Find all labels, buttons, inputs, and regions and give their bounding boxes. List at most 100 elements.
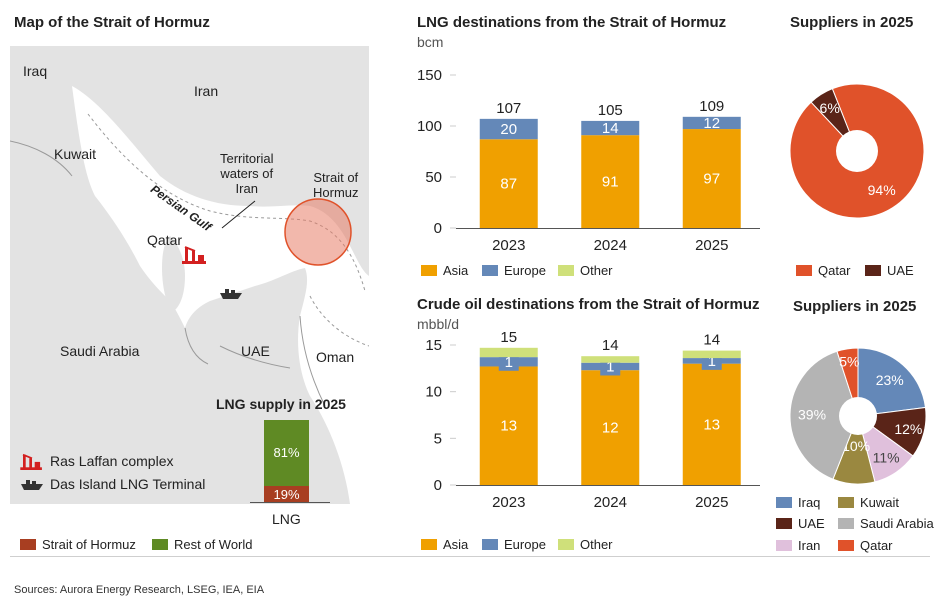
crude-pie-legend-kuwait: Kuwait [838,495,899,510]
y-tick-label: 50 [425,169,442,186]
map-label-qatar: Qatar [147,232,183,248]
legend-ras-laffan: Ras Laffan complex [20,452,173,470]
lng-supply-rest-of-world-bar [264,420,309,486]
legend-label: UAE [887,263,914,278]
lng-legend-other: Other [558,263,613,278]
lng-supply-rest-of-world-label: 81% [273,445,299,460]
map-title: Map of the Strait of Hormuz [14,14,210,31]
bar-asia-2023 [479,366,538,485]
pie-label-kuwait: 10% [842,438,870,454]
map-label-saudi-arabia: Saudi Arabia [60,343,140,359]
lng-supply-chart: 81% 19% [250,420,330,503]
crude-destinations-chart: 0 5 10 15 13 1 15 2023 12 1 14 2024 13 1 14 2025 [425,329,760,511]
data-label-europe-2025: 12 [703,115,720,132]
map-label-strait: Strait of Hormuz [313,170,359,200]
legend-label: Other [580,537,613,552]
legend-swatch [20,539,36,550]
bar-other-2024 [581,356,640,363]
data-label-asia-2025: 13 [703,416,720,433]
legend-swatch [421,539,437,550]
legend-label: Europe [504,537,546,552]
data-label-asia-2023: 87 [500,176,517,193]
total-label-2023: 107 [496,100,521,117]
das-island-icon [220,289,242,299]
strait-map: Iraq Iran Kuwait Territorial waters of I… [10,46,369,504]
legend-swatch [421,265,437,276]
legend-swatch [838,518,854,529]
legend-strait-of-hormuz: Strait of Hormuz [20,537,136,552]
bar-asia-2024 [581,370,640,485]
legend-swatch [776,497,792,508]
data-label-europe-2024: 14 [602,120,619,137]
bar-asia-2025 [682,363,741,485]
lng-supply-strait-label: 19% [273,487,299,502]
legend-label: UAE [798,516,825,531]
data-label-europe-2023: 1 [505,354,513,371]
lng-suppliers-title: Suppliers in 2025 [790,14,914,31]
total-label-2023: 15 [500,329,517,346]
pie-slice-iraq [857,348,926,417]
y-tick-label: 10 [425,384,442,401]
bar-europe-2024 [581,120,640,136]
lng-chart-unit: bcm [417,34,444,50]
data-label-europe-2023: 20 [500,121,517,138]
legend-label: Kuwait [860,495,900,510]
bar-asia-2024 [581,135,640,228]
pie-label-iraq: 23% [876,372,904,388]
ras-laffan-legend-icon [20,453,42,470]
lng-supply-strait-bar [264,486,309,502]
pie-hole [839,397,877,435]
bar-europe-2025 [682,116,741,130]
legend-swatch [482,539,498,550]
crude-suppliers-pie: 23% 12% 11%10% 39% 5% [790,348,926,484]
y-tick-label: 15 [425,337,442,354]
legend-label: Asia [443,263,469,278]
pie-label-uae: 12% [894,421,922,437]
x-tick-label-2024: 2024 [594,237,627,254]
total-label-2024: 14 [602,337,619,354]
y-tick-label: 100 [417,118,442,135]
pie-label-uae: 6% [820,100,840,116]
legend-label: Iran [798,538,821,553]
legend-label: Saudi Arabia [860,516,934,531]
legend-swatch [558,539,574,550]
legend-swatch [838,497,854,508]
legend-swatch [776,540,792,551]
legend-label: Qatar [818,263,851,278]
legend-label: Qatar [860,538,893,553]
total-label-2025: 14 [703,332,720,349]
bar-other-2025 [682,350,741,359]
bar-europe-2023 [479,118,538,140]
legend-label: Europe [504,263,546,278]
total-label-2025: 109 [699,98,724,115]
crude-pie-legend-saudi-arabia: Saudi Arabia [838,516,934,531]
data-label-europe-2024: 1 [606,358,614,375]
crude-pie-legend-iraq: Iraq [776,495,820,510]
lng-pie-legend-qatar: Qatar [796,263,851,278]
x-tick-label-2025: 2025 [695,494,728,511]
y-tick-label: 0 [434,220,442,237]
legend-das-island: Das Island LNG Terminal [20,476,205,492]
x-tick-label-2023: 2023 [492,494,525,511]
data-label-box [498,352,519,371]
map-water [10,86,369,504]
ras-laffan-icon [182,246,206,264]
map-label-kuwait: Kuwait [54,146,97,162]
bar-other-2023 [479,347,538,358]
crude-pie-legend-uae: UAE [776,516,825,531]
crude-legend-europe: Europe [482,537,546,552]
pie-label-saudi-arabia: 39% [798,407,826,423]
legend-swatch [152,539,168,550]
x-tick-label-2025: 2025 [695,237,728,254]
pie-label-qatar: 94% [868,182,896,198]
legend-swatch [838,540,854,551]
x-tick-label-2024: 2024 [594,494,627,511]
map-label-territorial-waters: Territorial waters of Iran [220,151,274,196]
pie-label-qatar: 5% [839,354,859,370]
das-island-legend-icon [21,480,43,490]
data-label-asia-2023: 13 [500,418,517,435]
crude-suppliers-title: Suppliers in 2025 [793,298,917,315]
crude-chart-unit: mbbl/d [417,316,460,332]
legend-swatch [482,265,498,276]
pie-slice-saudi-arabia [790,350,859,480]
